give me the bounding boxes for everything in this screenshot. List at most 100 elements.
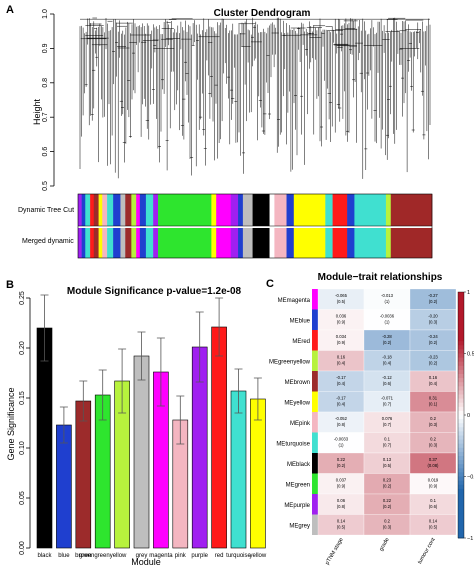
heatmap-cell-pvalue: (0.2)	[383, 484, 392, 489]
heatmap-cell-pvalue: (0.2)	[429, 361, 438, 366]
bar-category-label: brown	[75, 553, 91, 559]
colorbar-segment	[458, 374, 464, 379]
merged-band	[153, 228, 159, 258]
tree-cut-band	[85, 194, 91, 226]
heatmap-cell-corr: 0.076	[382, 416, 393, 421]
heatmap-cell-pvalue: (0.4)	[429, 381, 438, 386]
colorbar-segment	[458, 497, 464, 502]
heatmap-cell-corr: 0.2	[430, 416, 436, 421]
heatmap-row-label: MEblue	[290, 318, 311, 324]
dendrogram-panel: Cluster Dendrogram Height 0.5 0.6 0.7 0.8 0.…	[18, 8, 433, 259]
colorbar-segment	[458, 365, 464, 371]
colorbar-segment	[458, 316, 464, 322]
heatmap-cell-corr: -0.12	[382, 375, 392, 380]
merged-band	[102, 228, 108, 258]
heatmap-column-label: pTNM stage	[325, 537, 345, 566]
merged-band	[107, 228, 114, 258]
colorbar-segment	[458, 300, 464, 305]
merged-band	[98, 228, 103, 258]
colorbar-segment	[458, 451, 464, 457]
heatmap-cell-pvalue: (0.3)	[429, 320, 438, 325]
error-bar-pink	[176, 395, 185, 445]
colorbar-segment	[458, 341, 464, 346]
heatmap-cell-corr: 0.14	[429, 519, 438, 524]
heatmap-cell-corr: -0.18	[382, 355, 392, 360]
module-color-swatch	[312, 309, 318, 330]
colorbar-segment	[458, 386, 464, 391]
heatmap-cell-corr: -0.17	[336, 375, 346, 380]
heatmap-cell-pvalue: (0.7)	[383, 443, 392, 448]
bar-y-tick-label: 0.20	[19, 341, 26, 355]
merged-band	[131, 228, 137, 258]
heatmap-cell-pvalue: (0.6)	[383, 381, 392, 386]
tree-cut-band	[238, 194, 244, 226]
heatmap-cell-corr: -0.23	[428, 355, 438, 360]
module-color-swatch	[312, 432, 318, 453]
colorbar-segment	[458, 460, 464, 465]
bar-grey	[133, 355, 150, 549]
heatmap-cell-pvalue: (0.4)	[337, 381, 346, 386]
heatmap-cell-pvalue: (0.3)	[383, 525, 392, 530]
heatmap-cell-pvalue: (0.7)	[383, 422, 392, 427]
heatmap-cell-pvalue: (0.3)	[429, 443, 438, 448]
colorbar-segment	[458, 312, 464, 317]
merged-band	[85, 228, 91, 258]
merged-band	[113, 228, 121, 258]
merged-band	[136, 228, 141, 258]
heatmap-cell-pvalue: (0.2)	[383, 504, 392, 509]
heatmap-row-label: MEgreenyellow	[269, 359, 311, 365]
colorbar-segment	[458, 357, 464, 363]
panel-label-b: B	[6, 279, 14, 291]
bar-brown	[75, 400, 92, 549]
tree-cut-band	[136, 194, 141, 226]
heatmap-cell-pvalue: (0.2)	[383, 340, 392, 345]
tree-cut-band	[332, 194, 348, 226]
heatmap-cell-corr: 0.034	[336, 334, 347, 339]
colorbar-segment	[458, 517, 464, 522]
tree-cut-band	[131, 194, 137, 226]
bar-category-label: magenta	[149, 553, 173, 559]
heatmap-row-label: MEgreen	[286, 482, 310, 488]
tree-cut-band	[78, 194, 82, 226]
colorbar-segment	[458, 410, 464, 416]
heatmap-cell-corr: -0.052	[335, 416, 348, 421]
heatmap-cell-pvalue: (0.6)	[429, 504, 438, 509]
bar-category-label: yellow	[250, 553, 267, 559]
colorbar-segment	[458, 423, 464, 428]
heatmap-row-label: MEturquoise	[276, 441, 310, 447]
colorbar-segment	[458, 468, 464, 473]
colorbar-segment	[458, 398, 464, 404]
dynamic-tree-cut-label: Dynamic Tree Cut	[18, 207, 74, 214]
heatmap-column-label: tumour cont	[417, 537, 437, 566]
colorbar-segment	[458, 447, 464, 453]
merged-band	[81, 228, 86, 258]
bar-category-label: black	[37, 553, 52, 559]
heatmap-cell-pvalue: (0.5)	[383, 463, 392, 468]
merged-band	[325, 228, 333, 258]
heatmap-cell-pvalue: (0.8)	[337, 422, 346, 427]
dendrogram-y-tick-label: 0.7	[42, 112, 49, 122]
heatmap-cell-corr: -0.24	[428, 334, 438, 339]
heatmap-cell-pvalue: (0.2)	[429, 340, 438, 345]
tree-cut-band	[113, 194, 121, 226]
colorbar-segment	[458, 529, 464, 535]
error-bar-black	[40, 294, 49, 362]
module-color-swatch	[312, 350, 318, 371]
error-bar-magenta	[156, 337, 165, 407]
bar-category-label: pink	[175, 553, 187, 559]
bar-category-label: turquoise	[226, 553, 251, 559]
bar-chart-xlabel: Module	[131, 557, 161, 567]
merged-band	[286, 228, 295, 258]
colorbar-segment	[458, 369, 464, 375]
heatmap-cell-corr: 0.1	[430, 498, 436, 503]
tree-cut-band	[230, 194, 239, 226]
colorbar-segment	[458, 443, 464, 449]
bar-y-tick-label: 0.15	[19, 391, 26, 405]
tree-cut-band	[158, 194, 212, 226]
heatmap-panel: Module−trait relationships MEmagenta -0.0…	[269, 272, 474, 566]
bar-blue	[56, 424, 72, 549]
colorbar-segment	[458, 427, 464, 432]
tree-cut-band	[286, 194, 295, 226]
heatmap-cell-corr: -0.0033	[334, 437, 349, 442]
tree-cut-band	[347, 194, 355, 226]
